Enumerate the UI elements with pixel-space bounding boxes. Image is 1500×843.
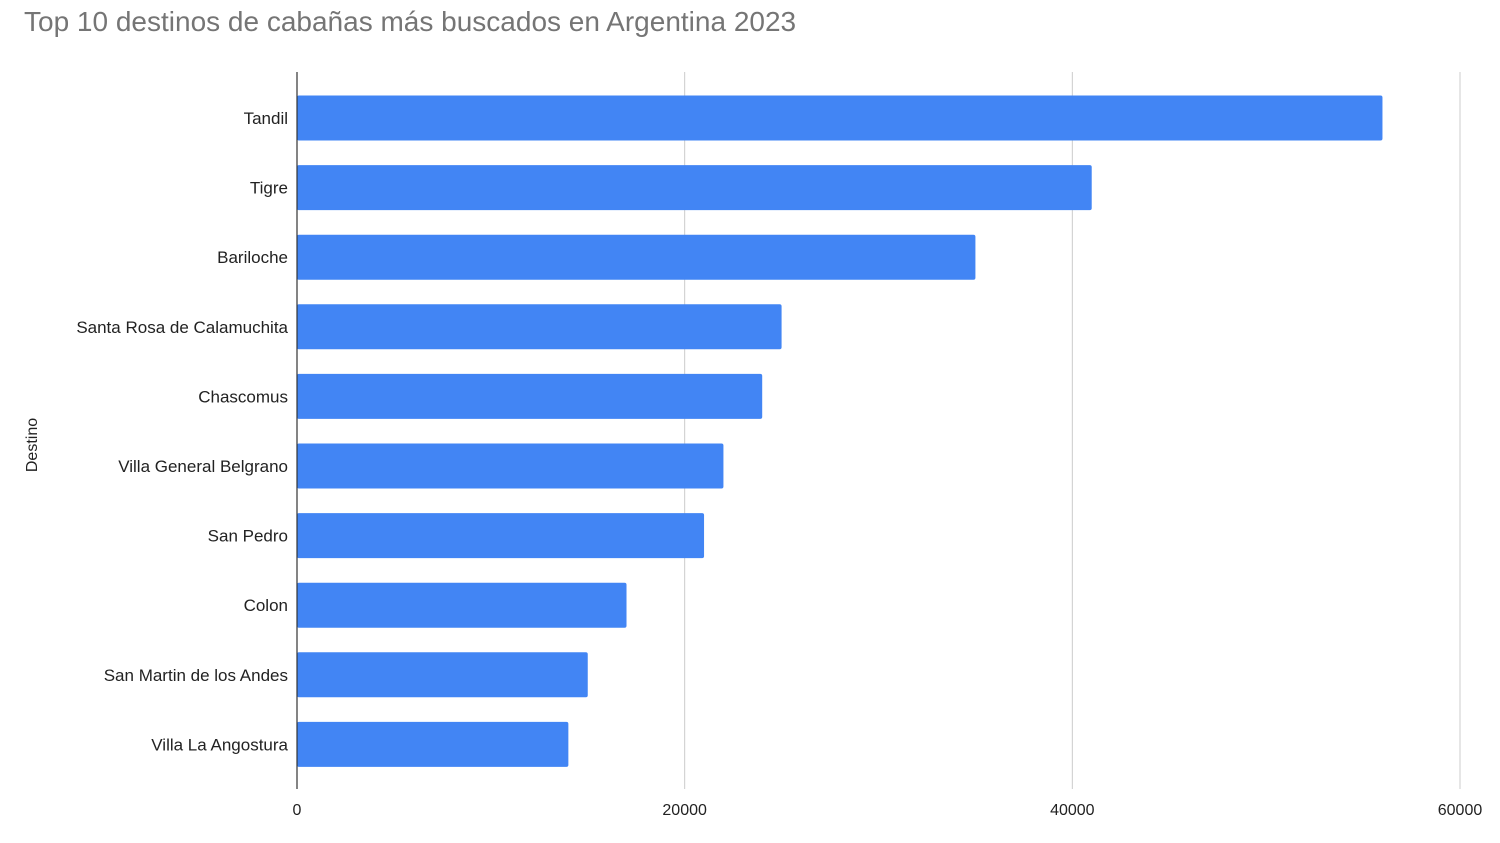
category-label: Villa General Belgrano xyxy=(118,457,288,476)
category-label: Tigre xyxy=(250,179,288,198)
x-tick-label: 0 xyxy=(293,802,302,819)
bar xyxy=(297,652,588,698)
bar xyxy=(297,721,569,767)
category-label: Colon xyxy=(244,596,288,615)
x-tick-label: 60000 xyxy=(1438,802,1483,819)
bar xyxy=(297,443,724,489)
bar xyxy=(297,234,976,280)
bars xyxy=(297,95,1383,767)
x-tick-label: 20000 xyxy=(662,802,707,819)
category-label: Villa La Angostura xyxy=(151,735,288,754)
bar xyxy=(297,165,1092,211)
bar xyxy=(297,95,1383,141)
bar xyxy=(297,513,705,559)
bar xyxy=(297,304,782,350)
category-label: San Martin de los Andes xyxy=(104,666,288,685)
bar xyxy=(297,582,627,628)
category-label: Santa Rosa de Calamuchita xyxy=(76,318,288,337)
category-label: Chascomus xyxy=(198,387,288,406)
bar xyxy=(297,373,763,419)
category-label: San Pedro xyxy=(208,527,288,546)
x-tick-labels: 0 20000 40000 60000 xyxy=(293,802,1483,819)
x-tick-label: 40000 xyxy=(1050,802,1095,819)
category-label: Tandil xyxy=(244,109,288,128)
category-labels: Tandil Tigre Bariloche Santa Rosa de Calamu… xyxy=(76,109,288,754)
category-label: Bariloche xyxy=(217,248,288,267)
chart-title: Top 10 destinos de cabañas más buscados … xyxy=(24,6,797,37)
